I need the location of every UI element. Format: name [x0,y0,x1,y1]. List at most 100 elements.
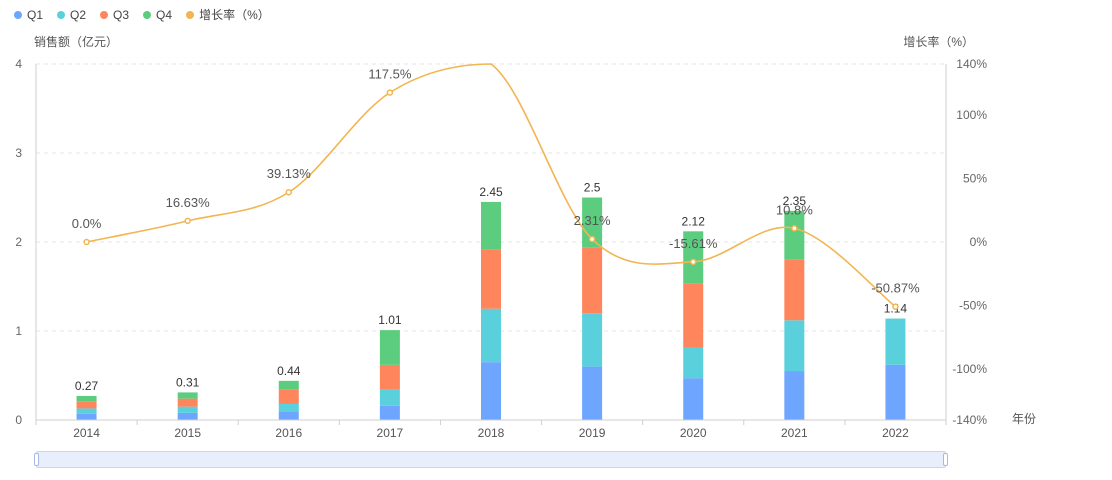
bar-q3-2018[interactable] [481,249,501,309]
bar-q4-2015[interactable] [177,392,198,399]
y2-tick-label: -50% [959,299,987,313]
growth-label: 10.8% [776,202,813,217]
growth-label: 2.31% [574,213,611,228]
bar-total-label: 2.5 [584,181,601,195]
bar-q4-2017[interactable] [379,330,400,365]
x-tick-label: 2016 [275,426,302,440]
bar-q2-2018[interactable] [481,308,501,363]
legend-item-q1[interactable]: Q1 [14,6,43,23]
bar-q3-2014[interactable] [76,401,97,409]
growth-point-2019[interactable] [588,235,596,243]
x-tick-label: 2017 [377,426,404,440]
growth-label: 16.63% [166,195,211,210]
bar-q2-2019[interactable] [582,313,603,367]
growth-point-2021[interactable] [791,225,798,232]
bar-q3-2019[interactable] [582,247,603,314]
bar-q4-2018[interactable] [481,201,501,250]
growth-line [86,63,896,308]
x-tick-label: 2020 [680,426,707,440]
y-tick-label: 1 [15,324,22,338]
bar-total-label: 1.01 [378,313,402,327]
y2-tick-label: 0% [970,235,988,249]
bar-q2-2017[interactable] [379,389,400,406]
bar-total-label: 2.35 [783,194,807,208]
legend-dot-icon [57,10,66,19]
bar-q4-2014[interactable] [76,395,97,402]
y2-tick-label: 100% [956,108,987,122]
legend-item-q4[interactable]: Q4 [143,6,172,23]
zoom-handle-right[interactable] [943,453,948,466]
growth-label: 117.5% [368,67,412,82]
y-tick-label: 3 [15,146,22,160]
bar-q1-2018[interactable] [481,362,501,420]
x-tick-label: 2014 [73,426,100,440]
legend-label: Q4 [156,7,173,22]
y2-tick-label: 50% [963,171,987,185]
bar-q2-2021[interactable] [784,320,805,372]
chart-canvas: 0.270.310.441.012.452.52.122.351.14 0.0%… [15,34,1036,440]
legend-dot-icon [100,10,109,19]
legend-item-q2[interactable]: Q2 [57,6,86,23]
growth-point-2015[interactable] [184,217,191,225]
bar-q1-2020[interactable] [683,378,704,420]
y2-tick-label: -100% [952,362,987,376]
y-axis-title: 销售额（亿元） [34,34,118,49]
bar-q4-2021[interactable] [784,210,805,260]
y2-tick-label: -140% [952,413,987,427]
bar-q1-2017[interactable] [379,405,400,420]
data-zoom-slider[interactable] [34,451,948,468]
bar-total-label: 0.44 [277,364,301,378]
axes: 0 1 2 3 4 -140% -100% -50% 0% 50% 100% 140% 2014 2015… [15,57,987,440]
bar-q2-2014[interactable] [76,408,97,414]
growth-points: 0.0% 16.63% 39.13% 117.5% 2.31% -15.61% 10.8% -… [72,67,920,310]
bar-total-label: 2.12 [682,214,706,228]
growth-label: 0.0% [72,216,102,231]
bar-q3-2017[interactable] [379,364,400,390]
bar-q3-2020[interactable] [683,283,704,348]
growth-point-2016[interactable] [285,188,293,196]
bar-q2-2020[interactable] [683,347,704,379]
bar-q1-2019[interactable] [582,366,603,420]
growth-point-2017[interactable] [386,89,394,96]
bar-q1-2021[interactable] [784,371,805,420]
growth-label: 39.13% [267,166,312,181]
legend-dot-icon [186,10,195,19]
growth-label: -15.61% [669,236,718,251]
y2-axis-title: 增长率（%） [903,34,974,49]
x-tick-label: 2021 [781,426,808,440]
bar-q2-2015[interactable] [177,406,198,413]
x-tick-label: 2019 [579,426,606,440]
growth-point-2022[interactable] [892,303,899,310]
zoom-handle-left[interactable] [34,453,39,466]
legend-label: 增长率（%） [199,8,270,22]
growth-label: -50.87% [871,281,920,296]
bar-series [76,197,906,420]
bar-q4-2016[interactable] [278,380,299,390]
bar-q4-2019[interactable] [582,197,603,248]
bar-total-label: 0.27 [75,379,99,393]
bar-q2-2016[interactable] [278,403,299,412]
legend-dot-icon [14,10,22,19]
bar-q3-2021[interactable] [784,259,805,321]
bar-q2-2022[interactable] [885,318,906,365]
bar-total-label: 2.45 [479,185,503,199]
bar-q1-2014[interactable] [76,413,97,420]
bar-total-labels: 0.270.310.441.012.452.52.122.351.14 [75,181,908,393]
bar-q4-2020[interactable] [683,231,704,284]
bar-q3-2016[interactable] [278,389,299,404]
y-tick-label: 2 [15,235,22,249]
y-tick-label: 0 [15,413,22,427]
x-tick-label: 2022 [882,426,909,440]
bar-q3-2015[interactable] [177,398,198,407]
legend-dot-icon [143,10,152,19]
legend-item-q3[interactable]: Q3 [100,6,129,23]
legend-label: Q2 [70,7,87,22]
x-tick-label: 2018 [478,426,505,440]
bar-q1-2022[interactable] [885,364,906,420]
legend-label: Q1 [27,7,44,22]
growth-point-2020[interactable] [689,258,697,266]
legend-item-growth[interactable]: 增长率（%） [186,6,270,23]
growth-point-2014[interactable] [83,238,90,246]
bar-q1-2015[interactable] [177,412,198,420]
bar-q1-2016[interactable] [278,411,299,420]
